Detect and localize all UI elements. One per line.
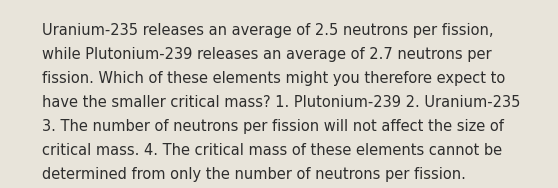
- Text: Uranium-235 releases an average of 2.5 neutrons per fission,: Uranium-235 releases an average of 2.5 n…: [42, 23, 493, 38]
- Text: while Plutonium-239 releases an average of 2.7 neutrons per: while Plutonium-239 releases an average …: [42, 47, 492, 62]
- Text: critical mass. 4. The critical mass of these elements cannot be: critical mass. 4. The critical mass of t…: [42, 143, 502, 158]
- Text: 3. The number of neutrons per fission will not affect the size of: 3. The number of neutrons per fission wi…: [42, 119, 504, 134]
- Text: fission. Which of these elements might you therefore expect to: fission. Which of these elements might y…: [42, 71, 505, 86]
- Text: have the smaller critical mass? 1. Plutonium-239 2. Uranium-235: have the smaller critical mass? 1. Pluto…: [42, 95, 520, 110]
- Text: determined from only the number of neutrons per fission.: determined from only the number of neutr…: [42, 167, 466, 182]
